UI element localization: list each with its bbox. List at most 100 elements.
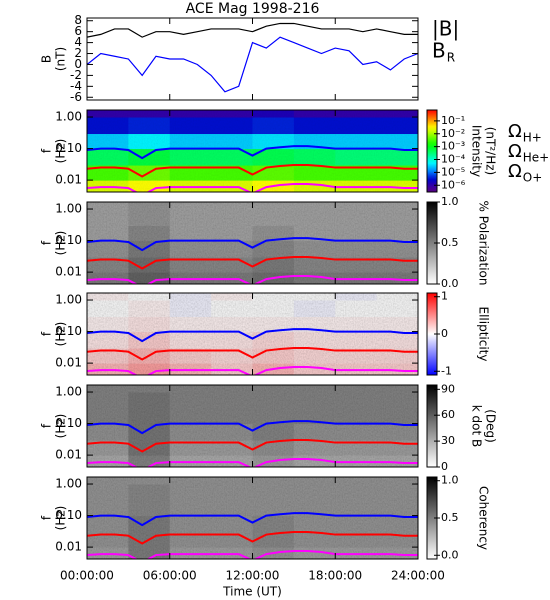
series-line bbox=[87, 366, 418, 375]
colorbar-label: (Deg) bbox=[484, 409, 498, 443]
y-axis-label: (Hz) bbox=[54, 322, 68, 347]
colorbar-tick-label: 0.0 bbox=[441, 548, 459, 561]
y-tick-label: -4 bbox=[70, 79, 82, 93]
colorbar-tick-label: 0.0 bbox=[441, 277, 459, 290]
legend-label: Ω bbox=[508, 161, 522, 182]
y-axis-label: (Hz) bbox=[54, 414, 68, 439]
chart-title: ACE Mag 1998-216 bbox=[186, 1, 320, 17]
y-tick-label: -2 bbox=[70, 68, 82, 82]
series-line bbox=[87, 36, 418, 93]
colorbar-tick-label: 90 bbox=[441, 382, 455, 395]
x-tick-label: 18:00:00 bbox=[308, 569, 362, 583]
x-axis-label: Time (UT) bbox=[222, 585, 282, 599]
y-tick-label: -6 bbox=[70, 90, 82, 104]
y-tick-label: 0.01 bbox=[55, 540, 82, 554]
colorbar-tick-label: -1 bbox=[441, 364, 452, 377]
colorbar-tick-label: 0.5 bbox=[441, 511, 459, 524]
series-line bbox=[87, 458, 418, 467]
series-line bbox=[87, 275, 418, 284]
y-tick-label: 6 bbox=[74, 24, 82, 38]
colorbar-tick-label: 0 bbox=[441, 327, 448, 340]
legend-subscript: R bbox=[447, 51, 455, 65]
colorbar-label: Coherency bbox=[477, 486, 491, 550]
colorbar-tick-label: 10⁻² bbox=[441, 127, 465, 140]
series-line bbox=[87, 347, 418, 361]
x-tick-label: 00:00:00 bbox=[60, 569, 114, 583]
colorbar-tick-label: 60 bbox=[441, 408, 455, 421]
colorbar-tick-label: 10⁻⁵ bbox=[441, 165, 465, 178]
colorbar-label: (nT²/Hz) bbox=[484, 127, 498, 175]
colorbar-tick-label: 0.5 bbox=[441, 236, 459, 249]
noise-texture bbox=[87, 385, 418, 467]
series-line bbox=[87, 256, 418, 270]
colorbar-label: Intensity bbox=[470, 125, 484, 177]
colorbar-tick-label: 10⁻³ bbox=[441, 140, 465, 153]
y-axis-label: f bbox=[40, 515, 54, 520]
legend-subscript: O+ bbox=[523, 171, 543, 185]
colorbar-label: % Polarization bbox=[477, 201, 491, 286]
series-line bbox=[87, 512, 418, 527]
y-tick-label: 0 bbox=[74, 57, 82, 71]
series-line bbox=[87, 22, 418, 38]
y-tick-label: 0.10 bbox=[55, 324, 82, 338]
legend-label: |B| bbox=[432, 17, 459, 41]
legend-label: Ω bbox=[508, 121, 522, 142]
y-tick-label: 1.00 bbox=[55, 110, 82, 124]
series-line bbox=[87, 183, 418, 192]
legend-label: Ω bbox=[508, 141, 522, 162]
y-tick-label: 0.01 bbox=[55, 173, 82, 187]
y-tick-label: 0.01 bbox=[55, 356, 82, 370]
x-tick-label: 12:00:00 bbox=[226, 569, 280, 583]
colorbar-tick-label: 1 bbox=[441, 290, 448, 303]
series-line bbox=[87, 439, 418, 453]
series-line bbox=[87, 550, 418, 559]
y-tick-label: 0.01 bbox=[55, 448, 82, 462]
colorbar-tick-label: 10⁻⁴ bbox=[441, 153, 466, 166]
series-line bbox=[87, 328, 418, 343]
legend-label: B bbox=[432, 39, 446, 63]
legend-subscript: He+ bbox=[523, 151, 549, 165]
colorbar-tick-label: 1.0 bbox=[441, 195, 459, 208]
legend-subscript: H+ bbox=[523, 131, 542, 145]
y-tick-label: 0.10 bbox=[55, 508, 82, 522]
x-tick-label: 06:00:00 bbox=[143, 569, 197, 583]
noise-texture bbox=[87, 202, 418, 284]
y-axis-label: (Hz) bbox=[54, 506, 68, 531]
y-axis-label: f bbox=[40, 423, 54, 428]
y-tick-label: 0.10 bbox=[55, 141, 82, 155]
colorbar-label: Ellipticity bbox=[477, 307, 491, 362]
series-line bbox=[87, 145, 418, 160]
colorbar bbox=[426, 109, 438, 193]
colorbar-tick-label: 10⁻¹ bbox=[441, 114, 465, 127]
y-tick-label: 0.01 bbox=[55, 265, 82, 279]
y-tick-label: 1.00 bbox=[55, 477, 82, 491]
x-tick-label: 24:00:00 bbox=[391, 569, 445, 583]
y-axis-label: B bbox=[40, 55, 54, 63]
noise-texture bbox=[87, 110, 418, 192]
noise-texture bbox=[87, 293, 418, 375]
y-tick-label: 1.00 bbox=[55, 202, 82, 216]
series-line bbox=[87, 164, 418, 178]
series-line bbox=[87, 237, 418, 252]
series-line bbox=[87, 420, 418, 435]
colorbar-tick-label: 0 bbox=[441, 460, 448, 473]
y-tick-label: 1.00 bbox=[55, 385, 82, 399]
y-tick-label: 8 bbox=[74, 13, 82, 27]
colorbar-tick-label: 30 bbox=[441, 434, 455, 447]
y-axis-label: (Hz) bbox=[54, 139, 68, 164]
y-axis-label: (nT) bbox=[54, 47, 68, 71]
y-tick-label: 0.10 bbox=[55, 233, 82, 247]
y-axis-label: f bbox=[40, 148, 54, 153]
colorbar-label: k dot B bbox=[470, 405, 484, 447]
series-line bbox=[87, 531, 418, 545]
y-tick-label: 4 bbox=[74, 35, 82, 49]
noise-texture bbox=[87, 477, 418, 559]
y-tick-label: 0.10 bbox=[55, 416, 82, 430]
y-tick-label: 1.00 bbox=[55, 293, 82, 307]
y-axis-label: f bbox=[40, 331, 54, 336]
y-tick-label: 2 bbox=[74, 46, 82, 60]
y-axis-label: (Hz) bbox=[54, 231, 68, 256]
colorbar-tick-label: 1.0 bbox=[441, 474, 459, 487]
